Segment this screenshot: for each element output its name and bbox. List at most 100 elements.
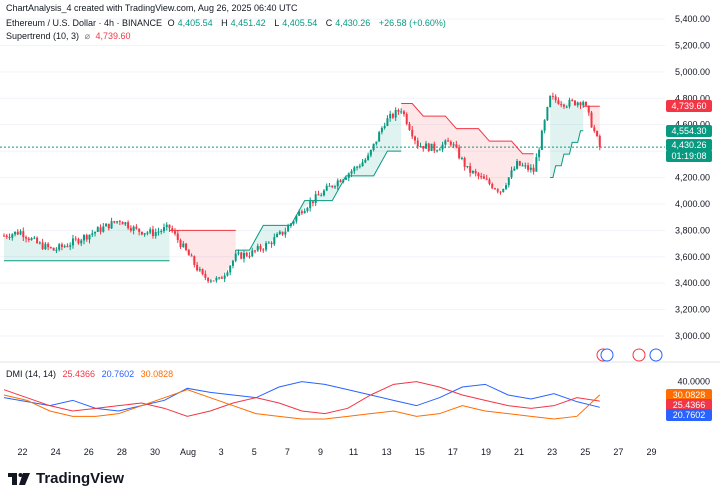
candle-body — [551, 95, 554, 97]
candle-body — [466, 166, 469, 168]
candle-body — [187, 250, 190, 256]
candle-body — [425, 143, 428, 149]
candle-body — [94, 231, 97, 234]
dmi-value-tag: 20.7602 — [666, 409, 712, 422]
candle-body — [174, 231, 177, 234]
candle-body — [256, 246, 259, 251]
candle-body — [416, 140, 419, 147]
candle-body — [458, 147, 461, 159]
time-tick-label: 27 — [613, 447, 623, 457]
dmi-minus-value: 25.4366 — [62, 369, 96, 379]
candle-body — [518, 161, 521, 166]
candle-body — [254, 250, 257, 252]
candle-body — [41, 242, 44, 250]
price-tick-label: 5,400.00 — [675, 14, 710, 24]
candle-body — [361, 162, 364, 167]
candle-body — [143, 233, 146, 235]
candle-body — [430, 143, 433, 151]
high-value: 4,451.42 — [230, 18, 266, 28]
price-tick-label: 3,400.00 — [675, 278, 710, 288]
chart-caption: ChartAnalysis_4 created with TradingView… — [6, 3, 298, 13]
candle-body — [471, 171, 474, 173]
time-tick-label: 5 — [252, 447, 257, 457]
time-tick-label: 11 — [349, 447, 358, 457]
candle-body — [209, 280, 212, 282]
supertrend-line — [550, 130, 584, 178]
candle-body — [96, 227, 99, 232]
candle-body — [532, 167, 535, 172]
hidden-eye-icon[interactable]: ⌀ — [84, 31, 90, 41]
candle-body — [582, 102, 585, 106]
candle-body — [397, 110, 400, 112]
candle-body — [289, 223, 292, 226]
price-tag: 01:19:08 — [666, 150, 712, 163]
candle-body — [102, 226, 105, 232]
candle-body — [433, 143, 436, 151]
candle-body — [328, 185, 331, 187]
brand-logo[interactable]: TradingView — [8, 470, 124, 487]
indicator-name[interactable]: Supertrend (10, 3) — [6, 31, 80, 41]
time-tick-label: 22 — [18, 447, 28, 457]
time-tick-label: 19 — [481, 447, 491, 457]
candle-body — [394, 110, 397, 118]
candle-body — [33, 237, 36, 239]
candle-body — [502, 188, 505, 192]
candle-body — [27, 238, 30, 241]
candle-body — [585, 102, 588, 106]
candle-body — [212, 280, 215, 282]
candle-body — [88, 234, 91, 240]
candle-body — [11, 234, 14, 238]
candle-body — [223, 275, 226, 279]
dmi-name[interactable]: DMI (14, 14) — [6, 369, 57, 379]
candle-body — [71, 238, 74, 246]
candle-body — [179, 240, 182, 248]
dmi-legend: DMI (14, 14) 25.4366 20.7602 30.0828 — [6, 369, 177, 379]
candle-body — [198, 269, 201, 271]
candle-body — [356, 166, 359, 168]
candle-body — [543, 120, 546, 131]
candle-body — [276, 234, 279, 238]
candle-body — [118, 221, 121, 223]
candle-body — [413, 136, 416, 141]
candle-body — [55, 249, 58, 251]
candle-body — [593, 127, 596, 132]
candle-body — [546, 107, 549, 121]
time-tick-label: 3 — [219, 447, 224, 457]
time-tick-label: 28 — [117, 447, 127, 457]
candle-body — [77, 238, 80, 244]
candle-body — [5, 235, 8, 237]
candle-body — [496, 189, 499, 192]
candle-body — [540, 130, 543, 150]
dmi-series-line — [3, 389, 601, 420]
candle-body — [444, 140, 447, 145]
candle-body — [248, 255, 251, 257]
candle-body — [598, 136, 601, 148]
candle-body — [477, 173, 480, 177]
candle-body — [347, 173, 350, 178]
candle-body — [474, 171, 477, 174]
dmi-series-line — [3, 381, 600, 412]
candle-body — [16, 231, 19, 235]
supertrend-line — [401, 103, 534, 155]
candle-body — [447, 140, 450, 142]
candle-body — [193, 256, 196, 265]
candle-body — [8, 236, 11, 238]
open-label: O — [167, 18, 175, 28]
candle-body — [383, 125, 386, 128]
candle-body — [168, 224, 171, 229]
high-label: H — [221, 18, 228, 28]
candle-body — [82, 235, 85, 241]
candle-body — [317, 194, 320, 196]
price-tick-label: 3,000.00 — [675, 331, 710, 341]
candle-body — [25, 237, 28, 239]
candle-body — [303, 210, 306, 214]
candle-body — [408, 123, 411, 130]
candle-body — [510, 170, 513, 178]
symbol-name[interactable]: Ethereum / U.S. Dollar · 4h · BINANCE — [6, 18, 163, 28]
candle-body — [505, 185, 508, 189]
candle-body — [345, 177, 348, 180]
open-value: 4,405.54 — [177, 18, 213, 28]
candle-body — [237, 252, 240, 254]
candle-body — [590, 112, 593, 128]
